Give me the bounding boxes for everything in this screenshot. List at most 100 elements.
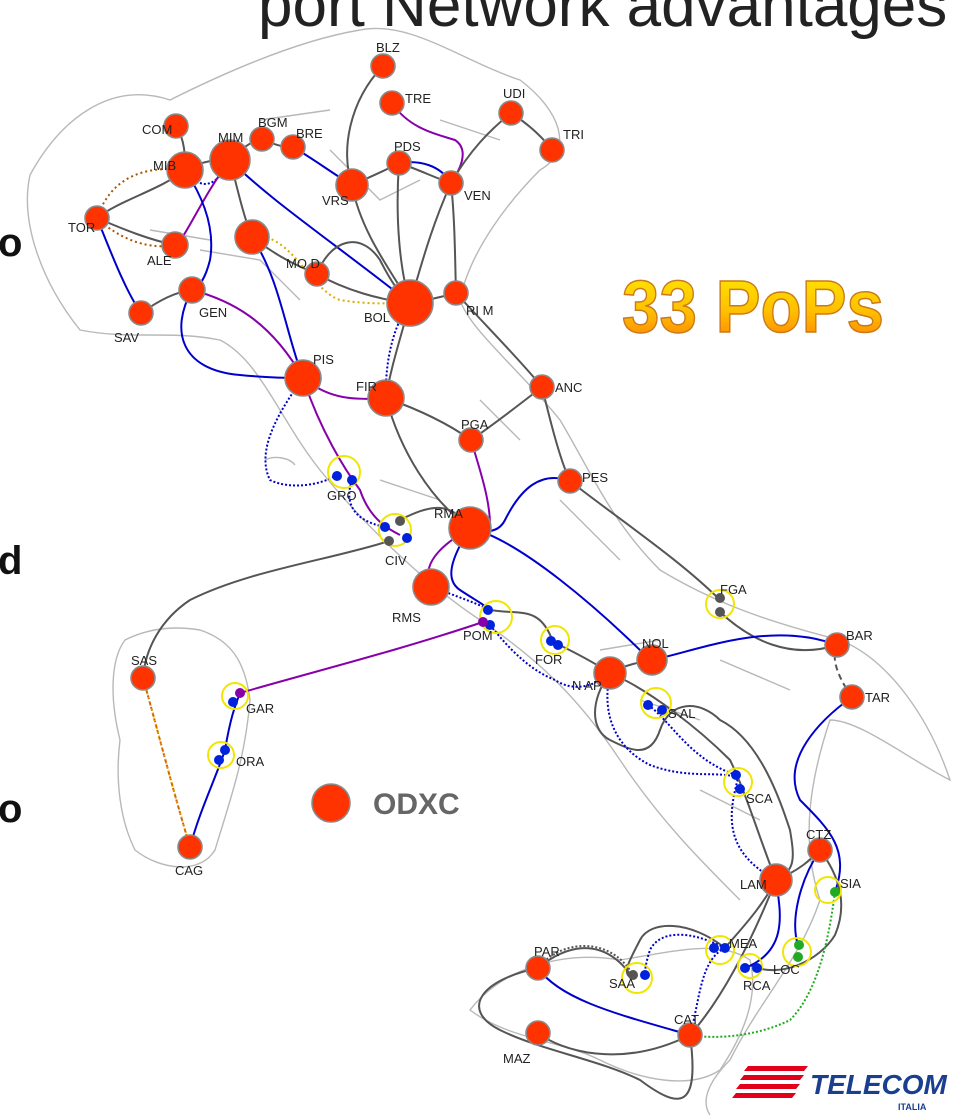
site-label: ORA (236, 754, 265, 769)
pop-node (839, 684, 865, 710)
pop-label: TRE (405, 91, 431, 106)
site-label: S AL (668, 706, 695, 721)
pop-node (367, 379, 405, 417)
pop-node (130, 665, 156, 691)
pop-node (636, 644, 668, 676)
pop-label: SAV (114, 330, 139, 345)
site-label: FGA (720, 582, 747, 597)
pop-node (593, 656, 627, 690)
pop-node (370, 53, 396, 79)
pop-node (234, 219, 270, 255)
legend: ODXC (311, 783, 460, 823)
pop-labels: BLZ TRE UDI TRI COM MIM BGM BRE MIB PDS … (68, 40, 890, 1066)
pop-node (443, 280, 469, 306)
bullet-fragment-1: o (0, 221, 22, 265)
pop-label: SAS (131, 653, 157, 668)
pop-label: BOL (364, 310, 390, 325)
pop-label: RI M (466, 303, 493, 318)
pop-label: MIM (218, 130, 243, 145)
pop-label: BGM (258, 115, 288, 130)
legend-label: ODXC (373, 788, 460, 821)
site-label: SAA (609, 976, 635, 991)
pop-node (163, 113, 189, 139)
pop-node (412, 568, 450, 606)
pop-label: MIB (153, 158, 176, 173)
telecom-logo-text: TELECOM (810, 1069, 948, 1100)
pop-label: LAM (740, 877, 767, 892)
pop-label: NOL (642, 636, 669, 651)
site-label: SIA (840, 876, 861, 891)
pop-label: BRE (296, 126, 323, 141)
pop-node (284, 359, 322, 397)
site-label: GRO (327, 488, 357, 503)
site-labels: GRO CIV POM FOR GAR ORA FGA S AL SCA SIA… (236, 488, 861, 993)
pop-node (557, 468, 583, 494)
pop-node (177, 834, 203, 860)
pop-label: N AP (572, 678, 602, 693)
pop-node (249, 126, 275, 152)
pop-node (458, 427, 484, 453)
pop-label: PIS (313, 352, 334, 367)
site-label: RCA (743, 978, 771, 993)
pop-label: TRI (563, 127, 584, 142)
pop-label: BLZ (376, 40, 400, 55)
pop-label: RMS (392, 610, 421, 625)
pop-node (304, 261, 330, 287)
pop-label: UDI (503, 86, 525, 101)
site-label: CIV (385, 553, 407, 568)
italia-logo-text: ITALIA (898, 1102, 927, 1112)
pop-node (448, 506, 492, 550)
pop-node (498, 100, 524, 126)
pop-label: PDS (394, 139, 421, 154)
pop-node (525, 955, 551, 981)
pop-label: CTZ (806, 827, 831, 842)
pop-node (807, 837, 833, 863)
pop-node (386, 150, 412, 176)
pop-label: COM (142, 122, 172, 137)
pop-label: TOR (68, 220, 95, 235)
pop-node (759, 863, 793, 897)
site-label: MEA (729, 936, 758, 951)
pop-node (677, 1022, 703, 1048)
pop-label: PES (582, 470, 608, 485)
pop-label: CAT (674, 1012, 699, 1027)
pop-node (178, 276, 206, 304)
pop-label: ANC (555, 380, 582, 395)
pop-node (824, 632, 850, 658)
site-label: FOR (535, 652, 562, 667)
legend-node-icon (311, 783, 351, 823)
pop-node (379, 90, 405, 116)
pop-label: VEN (464, 188, 491, 203)
pop-node (128, 300, 154, 326)
bullet-fragment-3: o (0, 787, 22, 831)
site-label: POM (463, 628, 493, 643)
telecom-stripes-icon (732, 1066, 808, 1098)
pop-label: PGA (461, 417, 489, 432)
bullet-fragment-2: d (0, 539, 22, 583)
pop-node (438, 170, 464, 196)
pop-node (529, 374, 555, 400)
pop-label: PAR (534, 944, 560, 959)
pop-node (539, 137, 565, 163)
pop-label: CAG (175, 863, 203, 878)
site-rings (207, 455, 842, 994)
pop-label: VRS (322, 193, 349, 208)
pop-node (166, 151, 204, 189)
site-dots (214, 471, 840, 980)
page-title: port Network advantages (258, 0, 947, 40)
pop-label: BAR (846, 628, 873, 643)
pop-nodes (84, 53, 865, 1048)
pop-node (386, 279, 434, 327)
pop-node (280, 134, 306, 160)
pop-node (209, 139, 251, 181)
pop-node (84, 205, 110, 231)
pop-label: ALE (147, 253, 172, 268)
site-label: LOC (773, 962, 800, 977)
pop-node (525, 1020, 551, 1046)
pop-label: GEN (199, 305, 227, 320)
pop-node (335, 168, 369, 202)
pop-label: MAZ (503, 1051, 531, 1066)
pop-label: TAR (865, 690, 890, 705)
site-label: GAR (246, 701, 274, 716)
